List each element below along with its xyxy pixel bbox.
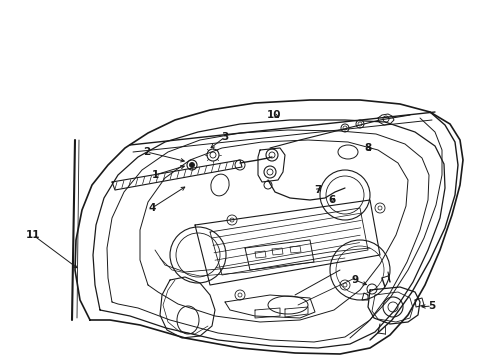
Text: 9: 9	[351, 275, 358, 285]
Text: 3: 3	[221, 132, 228, 142]
Text: 4: 4	[148, 203, 155, 213]
Text: 1: 1	[151, 170, 158, 180]
Text: 10: 10	[266, 110, 281, 120]
Text: 6: 6	[328, 195, 335, 205]
Text: 8: 8	[364, 143, 371, 153]
Text: 2: 2	[143, 147, 150, 157]
Circle shape	[189, 162, 194, 167]
Text: 11: 11	[26, 230, 40, 240]
Text: 7: 7	[314, 185, 321, 195]
Text: 5: 5	[427, 301, 435, 311]
